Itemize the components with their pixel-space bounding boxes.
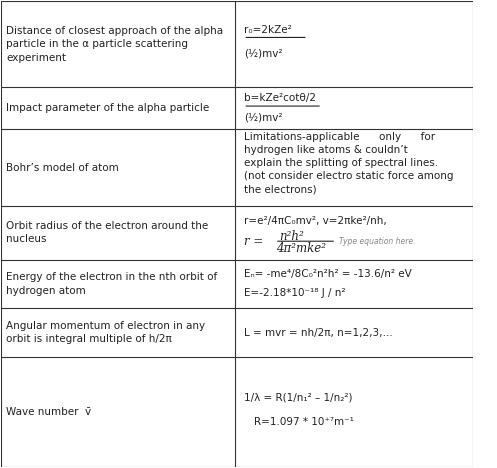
Text: r₀=2kZe²: r₀=2kZe² xyxy=(244,25,292,36)
Text: 1/λ = R(1/n₁² – 1/n₂²): 1/λ = R(1/n₁² – 1/n₂²) xyxy=(244,393,353,403)
Text: Angular momentum of electron in any
orbit is integral multiple of h/2π: Angular momentum of electron in any orbi… xyxy=(6,321,205,344)
Text: Type equation here.: Type equation here. xyxy=(338,237,415,246)
Text: E=-2.18*10⁻¹⁸ J / n²: E=-2.18*10⁻¹⁸ J / n² xyxy=(244,288,346,298)
Text: r=e²/4πC₀mv², v=2πke²/nh,: r=e²/4πC₀mv², v=2πke²/nh, xyxy=(244,216,387,226)
Text: n²h²: n²h² xyxy=(280,230,304,243)
Text: Orbit radius of the electron around the
nucleus: Orbit radius of the electron around the … xyxy=(6,221,208,244)
Text: (½)mv²: (½)mv² xyxy=(244,49,283,58)
Text: Bohr’s model of atom: Bohr’s model of atom xyxy=(6,163,119,173)
Text: Limitations-applicable      only      for
hydrogen like atoms & couldn’t
explain: Limitations-applicable only for hydrogen… xyxy=(244,132,454,194)
Text: R=1.097 * 10⁺⁷m⁻¹: R=1.097 * 10⁺⁷m⁻¹ xyxy=(253,417,353,427)
Text: b=kZe²cotθ/2: b=kZe²cotθ/2 xyxy=(244,93,316,103)
Text: Wave number  v̄: Wave number v̄ xyxy=(6,407,91,417)
Text: Distance of closest approach of the alpha
particle in the α particle scattering
: Distance of closest approach of the alph… xyxy=(6,26,223,63)
Text: (½)mv²: (½)mv² xyxy=(244,113,283,123)
Text: L = mvr = nh/2π, n=1,2,3,…: L = mvr = nh/2π, n=1,2,3,… xyxy=(244,328,393,338)
Text: 4π²mke²: 4π²mke² xyxy=(276,241,326,255)
Text: Eₙ= -me⁴/8C₀²n²h² = -13.6/n² eV: Eₙ= -me⁴/8C₀²n²h² = -13.6/n² eV xyxy=(244,269,412,279)
Text: Energy of the electron in the nth orbit of
hydrogen atom: Energy of the electron in the nth orbit … xyxy=(6,272,217,296)
Text: Impact parameter of the alpha particle: Impact parameter of the alpha particle xyxy=(6,103,209,113)
Text: r =: r = xyxy=(244,235,263,248)
